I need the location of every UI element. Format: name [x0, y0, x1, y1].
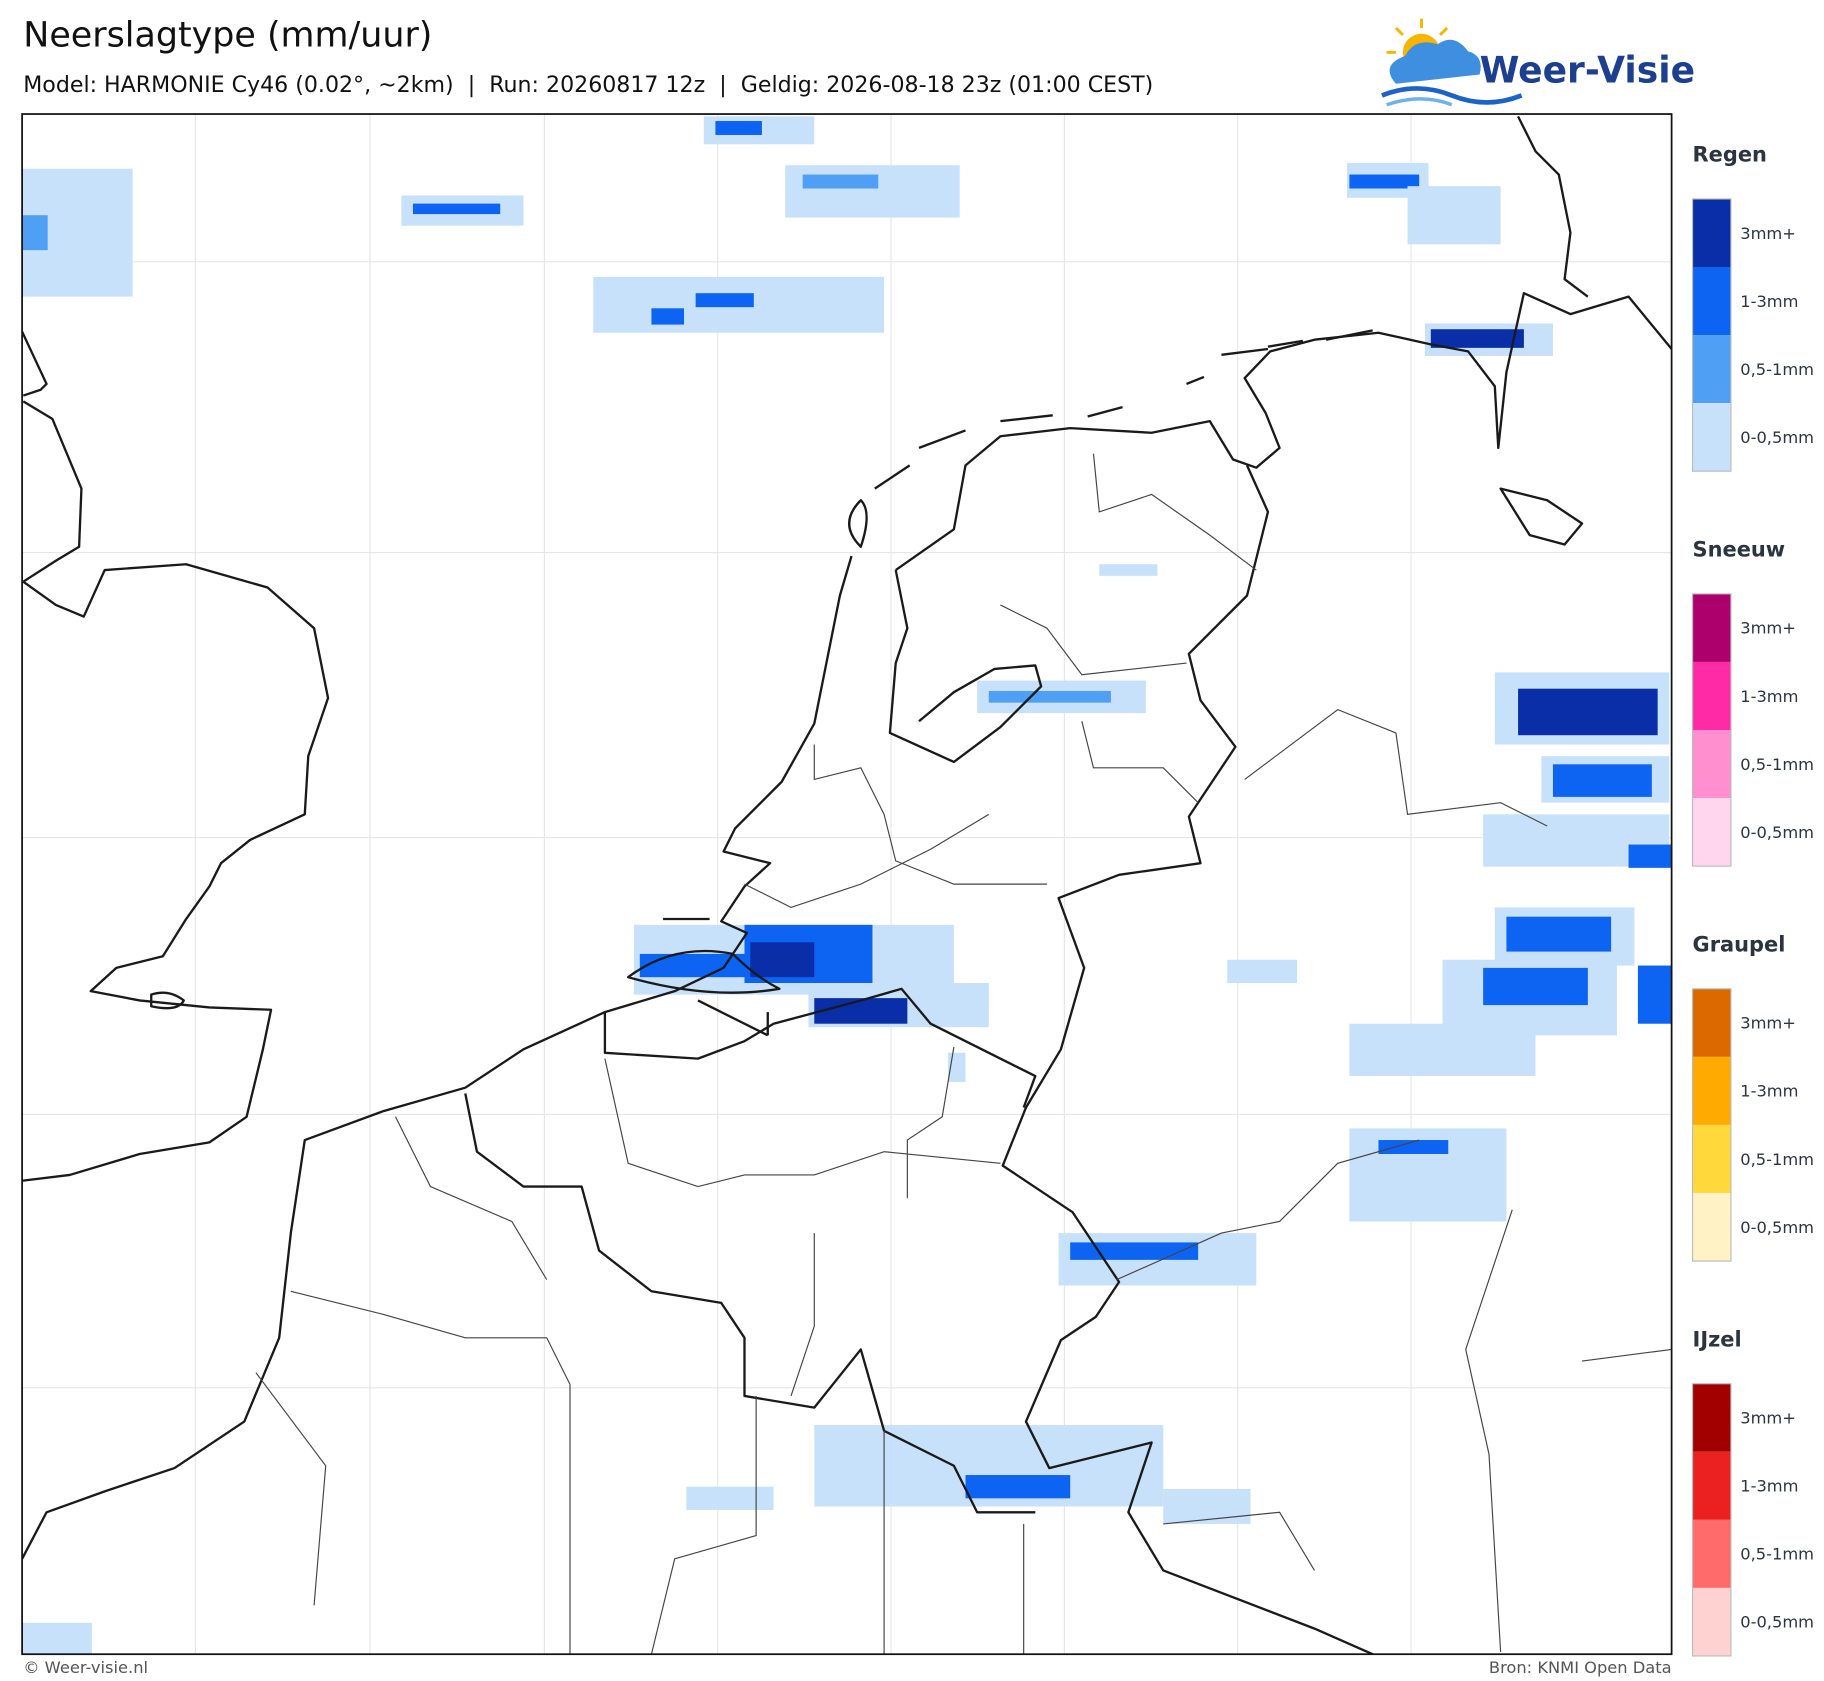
legend-label: 3mm+ [1740, 1014, 1796, 1033]
legend: Regen 3mm+ 1-3mm 0,5-1mm 0-0,5mm Sneeuw 3mm+ 1-… [1691, 143, 1814, 1657]
rain-cell [988, 691, 1111, 703]
legend-label: 3mm+ [1740, 619, 1796, 638]
legend-frame [1691, 988, 1732, 1262]
legend-swatch [1692, 1056, 1731, 1125]
rain-cell [1430, 329, 1524, 348]
legend-label: 1-3mm [1740, 1082, 1798, 1101]
rain-cell [412, 203, 501, 215]
rain-cell [22, 215, 48, 251]
legend-swatch [1692, 1519, 1731, 1588]
legend-swatch [1692, 198, 1731, 268]
rain-cell [785, 165, 960, 218]
legend-swatch [1692, 335, 1731, 404]
title: Neerslagtype (mm/uur) [23, 16, 432, 56]
rain-cell [1637, 965, 1672, 1024]
rain-cell [1099, 564, 1158, 576]
rain-cell [1552, 764, 1652, 797]
precipitation [22, 116, 1672, 1655]
legend-frame [1691, 1383, 1732, 1657]
logo-text: Weer-Visie [1480, 50, 1695, 92]
legend-swatch [1692, 1192, 1731, 1262]
legend-label: 3mm+ [1740, 224, 1796, 243]
legend-label: 0-0,5mm [1740, 823, 1814, 842]
rain-cell [965, 1475, 1071, 1499]
legend-swatch [1692, 729, 1731, 799]
rain-cell [1349, 174, 1420, 189]
rain-cell [802, 174, 879, 189]
rain-cell [1506, 916, 1612, 952]
legend-swatch [1692, 1383, 1731, 1452]
rain-cell [1227, 959, 1298, 983]
legend-label: 0-0,5mm [1740, 428, 1814, 447]
legend-title: IJzel [1693, 1328, 1742, 1352]
legend-label: 0,5-1mm [1740, 1545, 1814, 1564]
legend-frame [1691, 593, 1732, 867]
rain-cell [686, 1486, 774, 1510]
legend-swatch [1692, 593, 1731, 662]
legend-label: 0-0,5mm [1740, 1613, 1814, 1632]
subtitle: Model: HARMONIE Cy46 (0.02°, ~2km) | Run… [23, 72, 1153, 98]
borders [255, 453, 1672, 1655]
rain-cell [948, 1052, 966, 1082]
legend-frame [1691, 198, 1732, 472]
map-frame [22, 114, 1672, 1655]
graticule [22, 114, 1672, 1655]
legend-label: 3mm+ [1740, 1409, 1796, 1428]
rain-cell [1483, 967, 1588, 1006]
legend-swatch [1692, 1124, 1731, 1193]
source: Bron: KNMI Open Data [1489, 1658, 1672, 1677]
rain-cell [1518, 688, 1658, 736]
legend-label: 0,5-1mm [1740, 360, 1814, 379]
rain-cell [715, 121, 762, 135]
rain-cell [750, 942, 815, 978]
map [21, 113, 1673, 1656]
rain-cell [1407, 186, 1501, 245]
legend-title: Sneeuw [1693, 538, 1786, 562]
rain-cell [695, 293, 754, 308]
rain-cell [22, 1622, 92, 1655]
rain-cell [1628, 844, 1672, 868]
rain-cell [1070, 1242, 1199, 1260]
legend-swatch [1692, 267, 1731, 336]
logo: Weer-Visie [1381, 18, 1695, 107]
legend-label: 1-3mm [1740, 687, 1798, 706]
rain-cell [651, 308, 684, 325]
legend-swatch [1692, 1587, 1731, 1656]
legend-swatch [1692, 403, 1731, 472]
coastlines [22, 115, 1672, 1560]
legend-title: Regen [1693, 143, 1767, 167]
legend-title: Graupel [1693, 933, 1786, 957]
legend-label: 0-0,5mm [1740, 1218, 1814, 1237]
rain-cell [1163, 1489, 1251, 1524]
rain-cell [1378, 1140, 1449, 1154]
legend-label: 0,5-1mm [1740, 755, 1814, 774]
legend-label: 1-3mm [1740, 292, 1798, 311]
credit: © Weer-visie.nl [23, 1658, 148, 1677]
rain-cell [814, 998, 908, 1024]
legend-swatch [1692, 988, 1731, 1057]
legend-label: 0,5-1mm [1740, 1150, 1814, 1169]
rain-cell [639, 953, 757, 978]
legend-swatch [1692, 661, 1731, 730]
rain-cell [1349, 1023, 1536, 1077]
legend-swatch [1692, 798, 1731, 867]
map-border [21, 113, 1673, 1656]
legend-label: 1-3mm [1740, 1477, 1798, 1496]
legend-swatch [1692, 1451, 1731, 1520]
